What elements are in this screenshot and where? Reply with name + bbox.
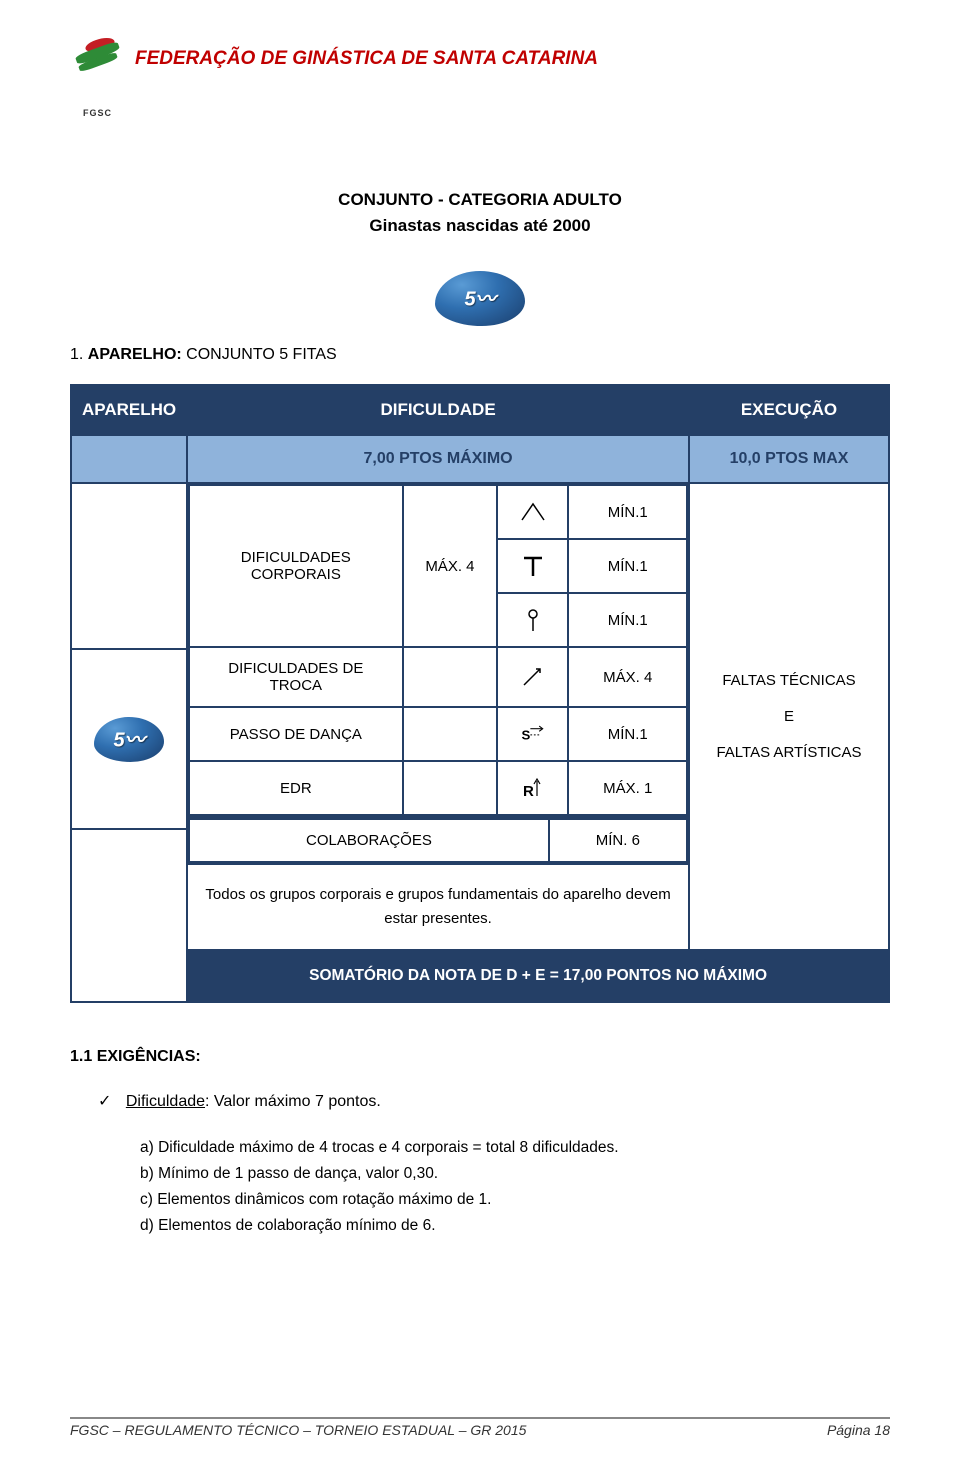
val-passo: MÍN.1 [568, 707, 687, 761]
exig-list: a) Dificuldade máximo de 4 trocas e 4 co… [140, 1136, 890, 1238]
exig-dificuldade-line: ✓ Dificuldade: Valor máximo 7 pontos. [98, 1091, 890, 1111]
val-colab: MÍN. 6 [549, 819, 687, 862]
page-header: FGSC FEDERAÇÃO DE GINÁSTICA DE SANTA CAT… [70, 30, 890, 140]
org-title: FEDERAÇÃO DE GINÁSTICA DE SANTA CATARINA [135, 48, 598, 70]
fgsc-logo: FGSC [70, 30, 125, 140]
th-dificuldade: DIFICULDADE [187, 385, 689, 435]
exig-item-a: a) Dificuldade máximo de 4 trocas e 4 co… [140, 1136, 890, 1160]
label-passo: PASSO DE DANÇA [189, 707, 402, 761]
apparatus-label: APARELHO: [88, 346, 182, 363]
exig-item-d: d) Elementos de colaboração mínimo de 6. [140, 1214, 890, 1238]
page: FGSC FEDERAÇÃO DE GINÁSTICA DE SANTA CAT… [0, 0, 960, 1466]
logo-acronym: FGSC [70, 108, 125, 118]
exig-dif-rest: : Valor máximo 7 pontos. [205, 1093, 381, 1110]
svg-text:S: S [521, 727, 530, 742]
th-aparelho: APARELHO [71, 385, 187, 435]
svg-text:R: R [523, 783, 534, 800]
pts-exec: 10,0 PTOS MAX [689, 435, 889, 483]
val-balance: MÍN.1 [568, 539, 687, 593]
exig-item-b: b) Mínimo de 1 passo de dança, valor 0,3… [140, 1162, 890, 1186]
footer-left: FGSC – REGULAMENTO TÉCNICO – TORNEIO EST… [70, 1422, 526, 1438]
val-jump: MÍN.1 [568, 485, 687, 539]
check-icon: ✓ [98, 1093, 111, 1110]
pts-dif: 7,00 PTOS MÁXIMO [187, 435, 689, 483]
val-troca: MÁX. 4 [568, 647, 687, 707]
row-apparatus-icon [94, 717, 164, 762]
exig-item-c: c) Elementos dinâmicos com rotação máxim… [140, 1188, 890, 1212]
balance-icon [497, 539, 568, 593]
somatorio-row: SOMATÓRIO DA NOTA DE D + E = 17,00 PONTO… [187, 950, 889, 1002]
rotation-icon [497, 593, 568, 647]
section-subtitle: Ginastas nascidas até 2000 [70, 216, 890, 236]
label-edr: EDR [189, 761, 402, 815]
exig-dif-label: Dificuldade [126, 1093, 205, 1110]
footer-right: Página 18 [827, 1422, 890, 1438]
label-colab: COLABORAÇÕES [189, 819, 549, 862]
apparatus-pebble-icon [435, 271, 525, 326]
faltas-cell: FALTAS TÉCNICAS E FALTAS ARTÍSTICAS [689, 483, 889, 950]
table-header-row: APARELHO DIFICULDADE EXECUÇÃO [71, 385, 889, 435]
apparatus-line: 1. APARELHO: CONJUNTO 5 FITAS [70, 346, 890, 364]
val-edr: MÁX. 1 [568, 761, 687, 815]
arrow-icon [497, 647, 568, 707]
main-table: APARELHO DIFICULDADE EXECUÇÃO 7,00 PTOS … [70, 384, 890, 1003]
jump-icon [497, 485, 568, 539]
page-footer: FGSC – REGULAMENTO TÉCNICO – TORNEIO EST… [70, 1417, 890, 1438]
exigencias-title: 1.1 EXIGÊNCIAS: [70, 1048, 890, 1066]
presentes-note: Todos os grupos corporais e grupos funda… [187, 864, 689, 950]
section-title: CONJUNTO - CATEGORIA ADULTO [70, 190, 890, 210]
label-corporais: DIFICULDADES CORPORAIS [189, 485, 402, 647]
edr-icon: R [497, 761, 568, 815]
val-rotation: MÍN.1 [568, 593, 687, 647]
dance-step-icon: S [497, 707, 568, 761]
th-execucao: EXECUÇÃO [689, 385, 889, 435]
apparatus-number: 1. [70, 346, 88, 363]
val-corporais-max: MÁX. 4 [403, 485, 498, 647]
pts-row: 7,00 PTOS MÁXIMO 10,0 PTOS MAX [71, 435, 889, 483]
apparatus-name: CONJUNTO 5 FITAS [186, 346, 337, 363]
label-troca: DIFICULDADES DE TROCA [189, 647, 402, 707]
